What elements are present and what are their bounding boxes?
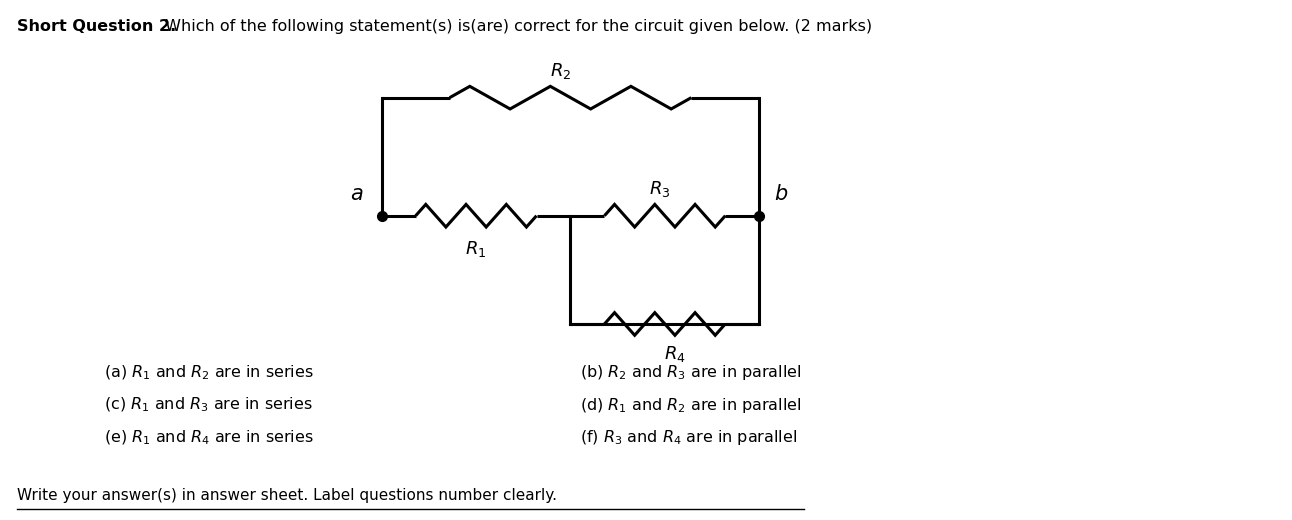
Text: (c) $R_1$ and $R_3$ are in series: (c) $R_1$ and $R_3$ are in series xyxy=(103,396,313,414)
Text: Which of the following statement(s) is(are) correct for the circuit given below.: Which of the following statement(s) is(a… xyxy=(160,19,872,34)
Text: (a) $R_1$ and $R_2$ are in series: (a) $R_1$ and $R_2$ are in series xyxy=(103,363,313,382)
Text: $R_2$: $R_2$ xyxy=(550,61,571,81)
Text: Write your answer(s) in answer sheet. Label questions number clearly.: Write your answer(s) in answer sheet. La… xyxy=(17,488,557,503)
Text: Short Question 2.: Short Question 2. xyxy=(17,19,176,34)
Text: $a$: $a$ xyxy=(350,185,364,204)
Text: (b) $R_2$ and $R_3$ are in parallel: (b) $R_2$ and $R_3$ are in parallel xyxy=(580,363,802,382)
Text: $R_1$: $R_1$ xyxy=(465,239,487,259)
Text: $R_3$: $R_3$ xyxy=(649,179,671,199)
Text: $b$: $b$ xyxy=(774,184,788,204)
Text: (e) $R_1$ and $R_4$ are in series: (e) $R_1$ and $R_4$ are in series xyxy=(103,428,313,447)
Text: (d) $R_1$ and $R_2$ are in parallel: (d) $R_1$ and $R_2$ are in parallel xyxy=(580,396,802,415)
Text: (f) $R_3$ and $R_4$ are in parallel: (f) $R_3$ and $R_4$ are in parallel xyxy=(580,428,797,447)
Text: $R_4$: $R_4$ xyxy=(664,344,686,363)
